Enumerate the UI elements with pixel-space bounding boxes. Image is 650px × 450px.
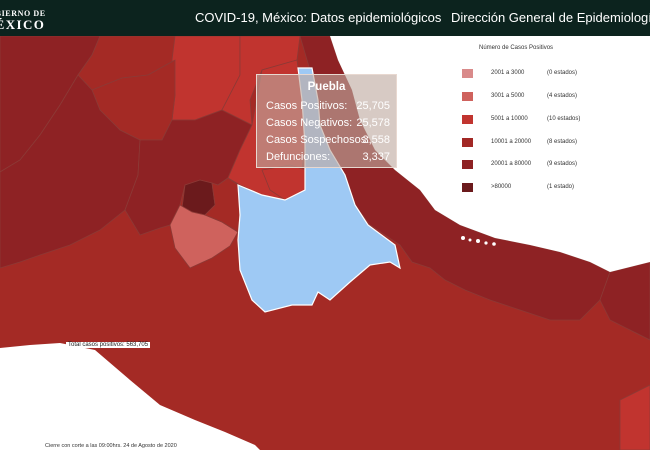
state-bottom-right[interactable] <box>619 384 650 450</box>
logo-line-2: MÉXICO <box>0 17 46 32</box>
coastline-inlets <box>461 236 496 246</box>
tooltip-row-positivos: Casos Positivos: 25,705 <box>266 100 390 114</box>
legend-count: (0 estados) <box>547 70 578 76</box>
tooltip-value: 25,705 <box>356 100 390 112</box>
tooltip-row-defunciones: Defunciones: 3,337 <box>266 151 390 165</box>
gobierno-de-mexico-logo[interactable]: GOBIERNO DE MÉXICO <box>0 4 82 32</box>
tooltip-label: Casos Negativos: <box>266 117 353 129</box>
page-title: COVID-19, México: Datos epidemiológicos <box>195 10 442 25</box>
legend-swatch <box>462 160 473 169</box>
total-positive-cases: Total casos positivos: 563,705 <box>66 342 151 348</box>
pacific-ocean <box>0 343 260 450</box>
legend-range: >80000 <box>491 184 512 190</box>
legend-count: (8 estados) <box>547 139 578 145</box>
choropleth-map <box>0 36 650 450</box>
legend-swatch <box>462 138 473 147</box>
tooltip-label: Casos Positivos: <box>266 100 348 112</box>
legend-range: 10001 a 20000 <box>491 139 532 145</box>
agency-name: Dirección General de Epidemiología <box>451 10 650 25</box>
legend-count: (1 estado) <box>547 184 575 190</box>
legend-swatch <box>462 183 473 192</box>
legend-range: 2001 a 3000 <box>491 70 525 76</box>
legend-title: Número de Casos Positivos <box>479 45 554 51</box>
gulf-water <box>330 36 650 272</box>
legend-item: 2001 a 3000 (0 estados) <box>462 69 642 81</box>
tooltip-label: Casos Sospechosos: <box>266 134 370 146</box>
legend-item: 3001 a 5000 (4 estados) <box>462 92 642 104</box>
state-region-north-b[interactable] <box>221 36 301 126</box>
tooltip-value: 3,337 <box>362 151 390 163</box>
state-east-right[interactable] <box>599 261 650 341</box>
legend-range: 3001 a 5000 <box>491 93 525 99</box>
tooltip-label: Defunciones: <box>266 151 331 163</box>
legend-swatch <box>462 69 473 78</box>
legend-swatch <box>462 92 473 101</box>
tooltip-value: 3,558 <box>362 134 390 146</box>
legend-item: 20001 a 80000 (9 estados) <box>462 160 642 172</box>
legend-range: 5001 a 10000 <box>491 116 528 122</box>
legend-count: (4 estados) <box>547 93 578 99</box>
tooltip-value: 25,578 <box>356 117 390 129</box>
data-cutoff-note: Cierre con corte a las 09:00hrs. 24 de A… <box>45 443 177 449</box>
tooltip-title: Puebla <box>307 81 346 93</box>
legend-range: 20001 a 80000 <box>491 161 532 167</box>
legend-count: (9 estados) <box>547 161 578 167</box>
legend-item: 5001 a 10000 (10 estados) <box>462 115 642 127</box>
logo-line-1: GOBIERNO DE <box>0 9 46 18</box>
legend-item: 10001 a 20000 (8 estados) <box>462 138 642 150</box>
tooltip-row-sospechosos: Casos Sospechosos: 3,558 <box>266 134 390 148</box>
legend-count: (10 estados) <box>547 116 581 122</box>
legend-swatch <box>462 115 473 124</box>
legend-item: >80000 (1 estado) <box>462 183 642 195</box>
state-puebla-selected[interactable] <box>237 67 401 313</box>
header-bar: GOBIERNO DE MÉXICO COVID-19, México: Dat… <box>0 0 650 36</box>
state-tooltip: Puebla Casos Positivos: 25,705 Casos Neg… <box>256 74 397 168</box>
tooltip-row-negativos: Casos Negativos: 25,578 <box>266 117 390 131</box>
